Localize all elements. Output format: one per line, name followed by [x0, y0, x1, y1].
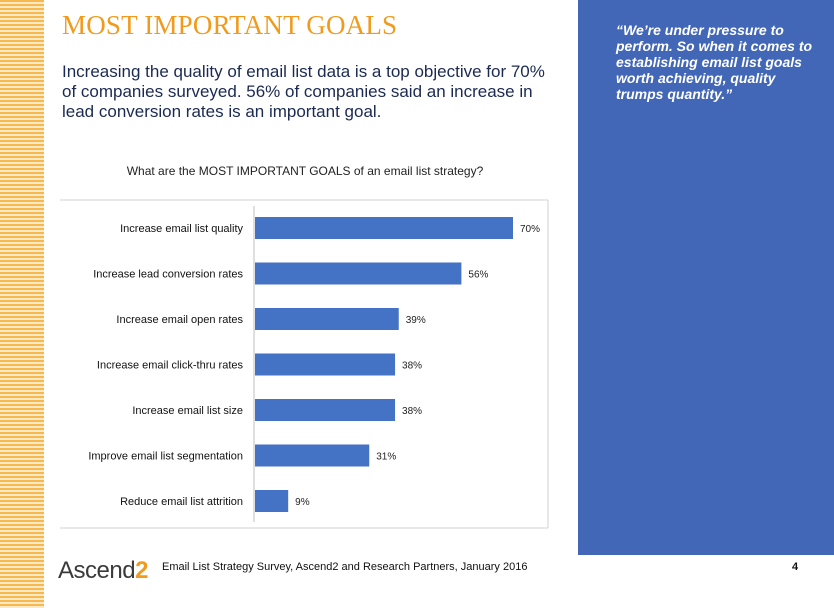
category-label: Increase email click-thru rates [97, 360, 244, 372]
bar [255, 490, 289, 512]
bar-value-label: 56% [468, 270, 488, 281]
bar-value-label: 9% [295, 497, 310, 508]
bar [255, 217, 513, 239]
category-label: Improve email list segmentation [88, 451, 243, 463]
ascend2-logo: Ascend2 [58, 557, 148, 584]
category-label: Increase lead conversion rates [93, 269, 243, 281]
bar-value-label: 31% [376, 452, 396, 463]
category-label: Reduce email list attrition [120, 496, 243, 508]
page-title: MOST IMPORTANT GOALS [62, 10, 398, 40]
intro-text: Increasing the quality of email list dat… [62, 62, 545, 121]
quote-text: “We’re under pressure to perform. So whe… [616, 22, 813, 102]
bar [255, 399, 396, 421]
page-number: 4 [792, 561, 799, 573]
bar [255, 353, 396, 376]
bar [255, 444, 370, 467]
bar-value-label: 38% [402, 406, 422, 417]
footer-source: Email List Strategy Survey, Ascend2 and … [162, 561, 528, 573]
bar [255, 262, 462, 285]
bar [255, 308, 399, 330]
bar-value-label: 39% [406, 315, 426, 326]
category-label: Increase email open rates [116, 314, 243, 326]
quote-panel: “We’re under pressure to perform. So whe… [578, 0, 834, 555]
category-label: Increase email list quality [120, 223, 243, 235]
category-label: Increase email list size [132, 405, 243, 417]
decorative-stripe [0, 0, 44, 608]
chart-title: What are the MOST IMPORTANT GOALS of an … [127, 164, 484, 178]
bar-value-label: 70% [520, 224, 540, 235]
bar-value-label: 38% [402, 361, 422, 372]
